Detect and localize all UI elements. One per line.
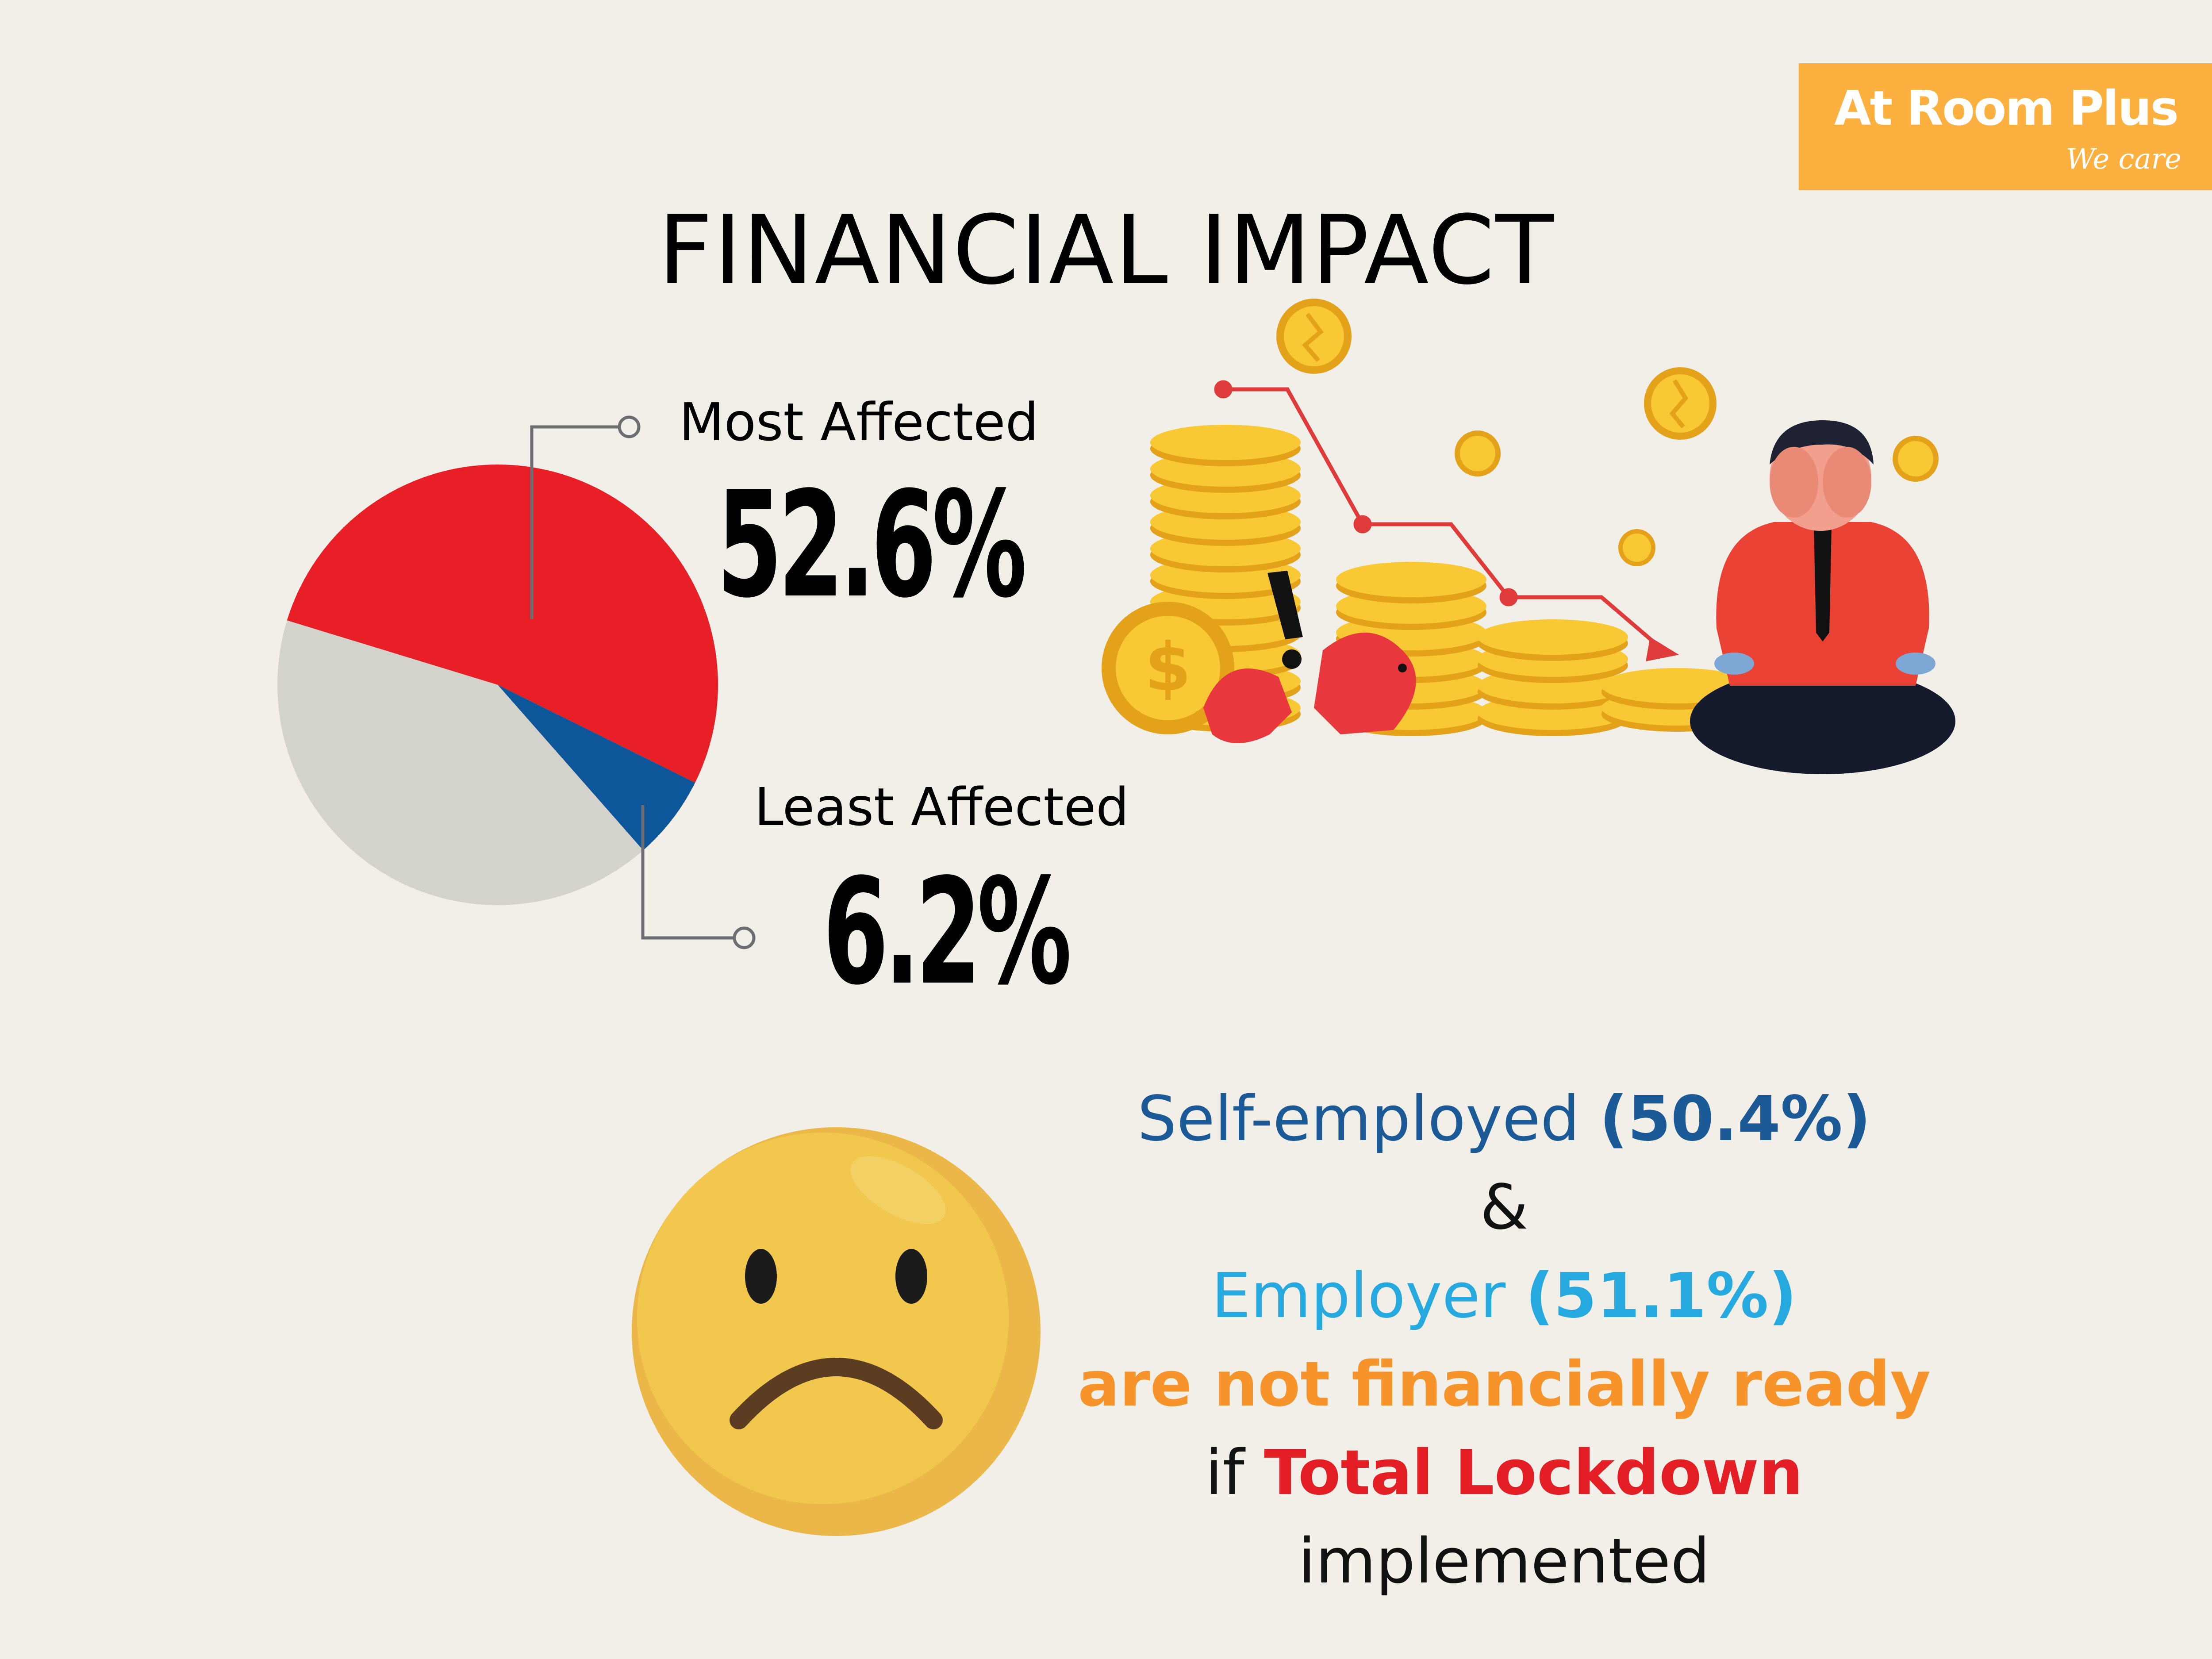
employer-line: Employer (51.1%): [1018, 1252, 1991, 1340]
self-employed-line: Self-employed (50.4%): [1018, 1075, 1991, 1164]
most-affected-value: 52.6%: [717, 460, 1027, 630]
page-title: FINANCIAL IMPACT: [658, 195, 1555, 306]
lockdown-line: if Total Lockdown: [1018, 1429, 1991, 1517]
employer-label: Employer: [1211, 1260, 1506, 1332]
downtrend-arrow-icon: [1214, 380, 1679, 661]
callout-least-affected: [641, 805, 756, 949]
least-affected-label: Least Affected: [754, 776, 1129, 837]
broken-piggy-bank-icon: [1203, 633, 1416, 743]
if-word: if: [1205, 1437, 1244, 1509]
total-lockdown-text: Total Lockdown: [1264, 1437, 1803, 1509]
callout-most-affected: [530, 415, 641, 619]
least-affected-value: 6.2%: [823, 847, 1072, 1017]
pie-slice-most-affected: [287, 465, 718, 783]
dollar-coin-icon: $: [1102, 602, 1234, 734]
self-employed-label: Self-employed: [1137, 1083, 1580, 1155]
employer-value: (51.1%): [1525, 1260, 1797, 1332]
broken-coin-icon: [1276, 299, 1939, 566]
not-ready-line: are not financially ready: [1078, 1348, 1931, 1421]
ampersand: &: [1480, 1171, 1528, 1244]
self-employed-value: (50.4%): [1599, 1083, 1871, 1155]
svg-text:$: $: [1145, 629, 1191, 706]
pie-slice-least-affected: [498, 685, 695, 851]
sad-face-emoji-icon: [632, 1127, 1041, 1536]
brand-name: At Room Plus: [1834, 81, 2179, 136]
most-affected-label: Most Affected: [679, 392, 1039, 453]
summary-statement: Self-employed (50.4%) & Employer (51.1%)…: [1018, 1075, 1991, 1606]
pie-slice-remainder: [277, 620, 643, 905]
brand-logo: At Room Plus We care: [1799, 63, 2212, 190]
pie-slices: [277, 465, 718, 905]
financial-crisis-illustration: $: [1102, 299, 1955, 774]
exclamation-icon: [1267, 571, 1303, 669]
crying-businessman-illustration: [1690, 420, 1955, 774]
implemented-line: implemented: [1298, 1525, 1710, 1598]
brand-tagline: We care: [2066, 143, 2181, 176]
